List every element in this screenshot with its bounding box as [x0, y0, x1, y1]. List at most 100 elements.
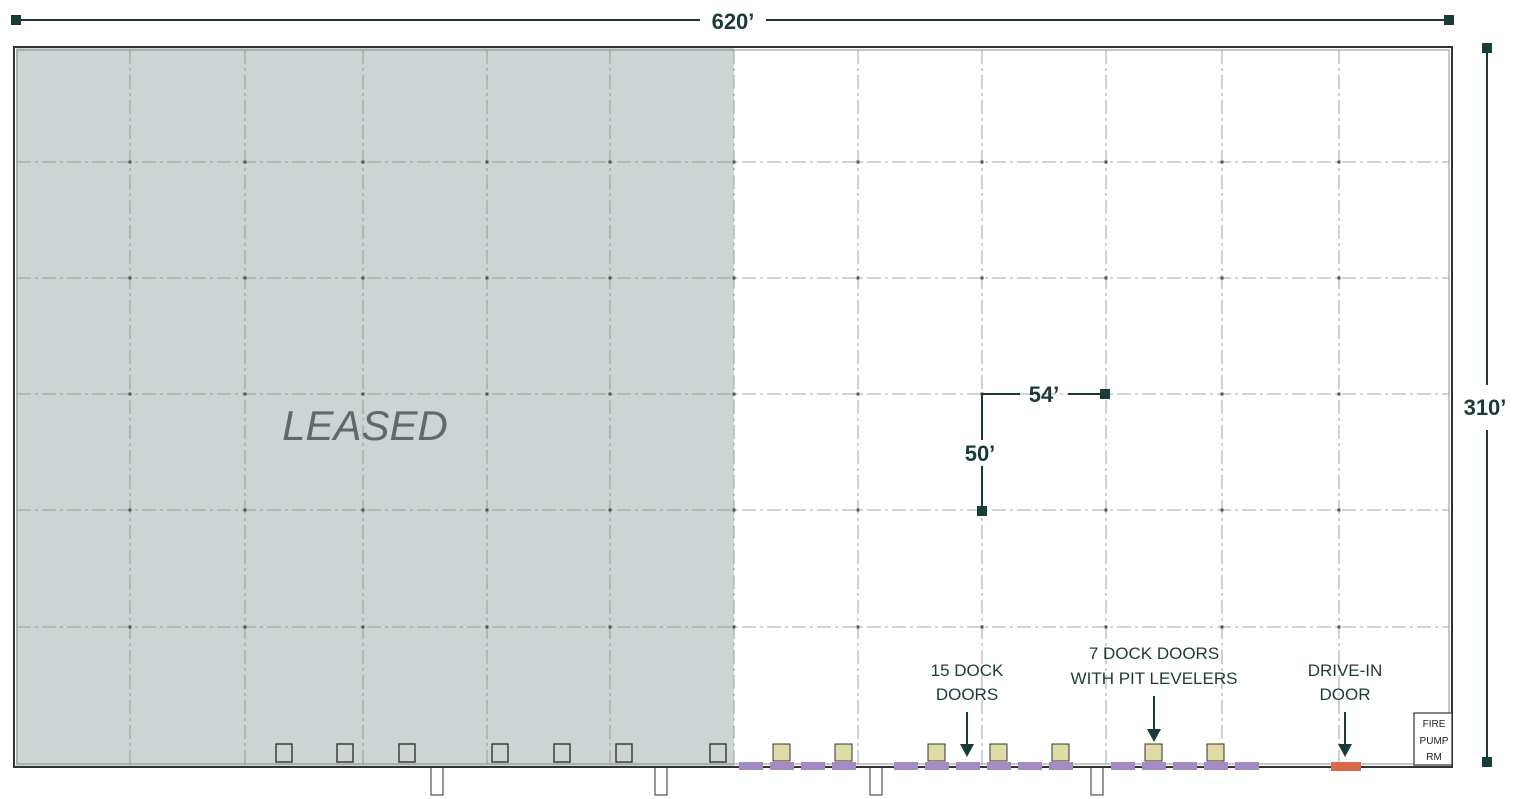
column-marker — [1220, 276, 1224, 280]
leased-dock-door — [553, 743, 571, 763]
column-marker — [1337, 392, 1341, 396]
dock-door[interactable] — [739, 762, 763, 770]
dock-door[interactable] — [1173, 762, 1197, 770]
column-marker — [1337, 276, 1341, 280]
drive-in-callout-line1: DRIVE-IN — [1308, 661, 1383, 680]
leased-dock-door — [275, 743, 293, 763]
column-marker — [980, 160, 984, 164]
dock-door[interactable] — [832, 762, 856, 770]
pit-leveler[interactable] — [834, 743, 853, 762]
drive-in-callout-line2: DOOR — [1320, 685, 1371, 704]
column-marker — [1104, 160, 1108, 164]
column-marker — [608, 508, 612, 512]
leased-area[interactable] — [16, 48, 734, 766]
exterior-stairs — [430, 766, 1104, 796]
building-outline-inner — [16, 49, 1450, 765]
column-marker — [485, 276, 489, 280]
leased-dock-door — [615, 743, 633, 763]
column-marker — [732, 276, 736, 280]
column-marker — [1104, 508, 1108, 512]
pit-leveler[interactable] — [772, 743, 791, 762]
dock-door[interactable] — [801, 762, 825, 770]
column-marker — [856, 508, 860, 512]
column-marker — [243, 392, 247, 396]
dock-door[interactable] — [1142, 762, 1166, 770]
leased-dock-doors — [275, 743, 727, 763]
column-marker — [1337, 508, 1341, 512]
column-marker — [732, 392, 736, 396]
dock-doors-callout-line2: DOORS — [936, 685, 998, 704]
column-marker — [361, 392, 365, 396]
bay-width-label: 54’ — [1029, 382, 1060, 407]
dock-door[interactable] — [1018, 762, 1042, 770]
column-marker — [732, 508, 736, 512]
dock-door[interactable] — [1204, 762, 1228, 770]
pit-leveler[interactable] — [989, 743, 1008, 762]
column-marker — [243, 625, 247, 629]
column-marker — [608, 625, 612, 629]
arrow-down-icon — [960, 744, 974, 757]
leased-dock-door — [709, 743, 727, 763]
column-marker — [1104, 276, 1108, 280]
column-marker — [1337, 625, 1341, 629]
fire-pump-line1: FIRE — [1423, 719, 1446, 730]
pit-leveler[interactable] — [927, 743, 946, 762]
leased-dock-door — [398, 743, 416, 763]
column-marker — [980, 625, 984, 629]
column-marker — [485, 392, 489, 396]
column-marker — [980, 276, 984, 280]
column-marker — [608, 392, 612, 396]
dock-door[interactable] — [1111, 762, 1135, 770]
column-marker — [361, 625, 365, 629]
column-marker — [485, 508, 489, 512]
column-marker — [608, 160, 612, 164]
leased-dock-door — [336, 743, 354, 763]
pit-levelers — [772, 743, 1225, 762]
leased-dock-door — [491, 743, 509, 763]
width-label: 620’ — [712, 9, 755, 34]
pit-leveler[interactable] — [1206, 743, 1225, 762]
pit-levelers-callout: 7 DOCK DOORS WITH PIT LEVELERS — [1071, 644, 1238, 742]
column-marker — [128, 625, 132, 629]
column-marker — [1220, 392, 1224, 396]
column-marker — [732, 160, 736, 164]
column-marker — [1104, 625, 1108, 629]
column-marker — [361, 160, 365, 164]
column-marker — [732, 625, 736, 629]
dock-door[interactable] — [1235, 762, 1259, 770]
drive-in-callout: DRIVE-IN DOOR — [1308, 661, 1383, 757]
column-marker — [1220, 160, 1224, 164]
column-marker — [1220, 508, 1224, 512]
bay-dimension: 54’ 50’ — [958, 382, 1110, 516]
arrow-down-icon — [1338, 744, 1352, 757]
column-marker — [128, 508, 132, 512]
column-grid — [17, 50, 1449, 764]
column-marker — [856, 392, 860, 396]
dock-door[interactable] — [770, 762, 794, 770]
column-marker — [243, 508, 247, 512]
pit-levelers-callout-line1: 7 DOCK DOORS — [1089, 644, 1219, 663]
column-marker — [128, 160, 132, 164]
column-marker — [128, 392, 132, 396]
dock-door[interactable] — [894, 762, 918, 770]
column-marker — [128, 276, 132, 280]
fire-pump-line2: PUMP — [1420, 736, 1449, 747]
column-marker — [1220, 625, 1224, 629]
dock-door[interactable] — [987, 762, 1011, 770]
pit-leveler[interactable] — [1051, 743, 1070, 762]
column-marker — [856, 160, 860, 164]
leased-label: LEASED — [282, 402, 448, 449]
dock-door[interactable] — [956, 762, 980, 770]
column-marker — [361, 508, 365, 512]
column-marker — [243, 276, 247, 280]
dock-door[interactable] — [925, 762, 949, 770]
pit-leveler[interactable] — [1144, 743, 1163, 762]
dock-door[interactable] — [1049, 762, 1073, 770]
building-outline — [13, 46, 1453, 768]
drive-in-door[interactable] — [1331, 762, 1361, 771]
column-marker — [243, 160, 247, 164]
column-marker — [361, 276, 365, 280]
pit-levelers-callout-line2: WITH PIT LEVELERS — [1071, 669, 1238, 688]
fire-pump-room: FIRE PUMP RM — [1413, 712, 1453, 766]
